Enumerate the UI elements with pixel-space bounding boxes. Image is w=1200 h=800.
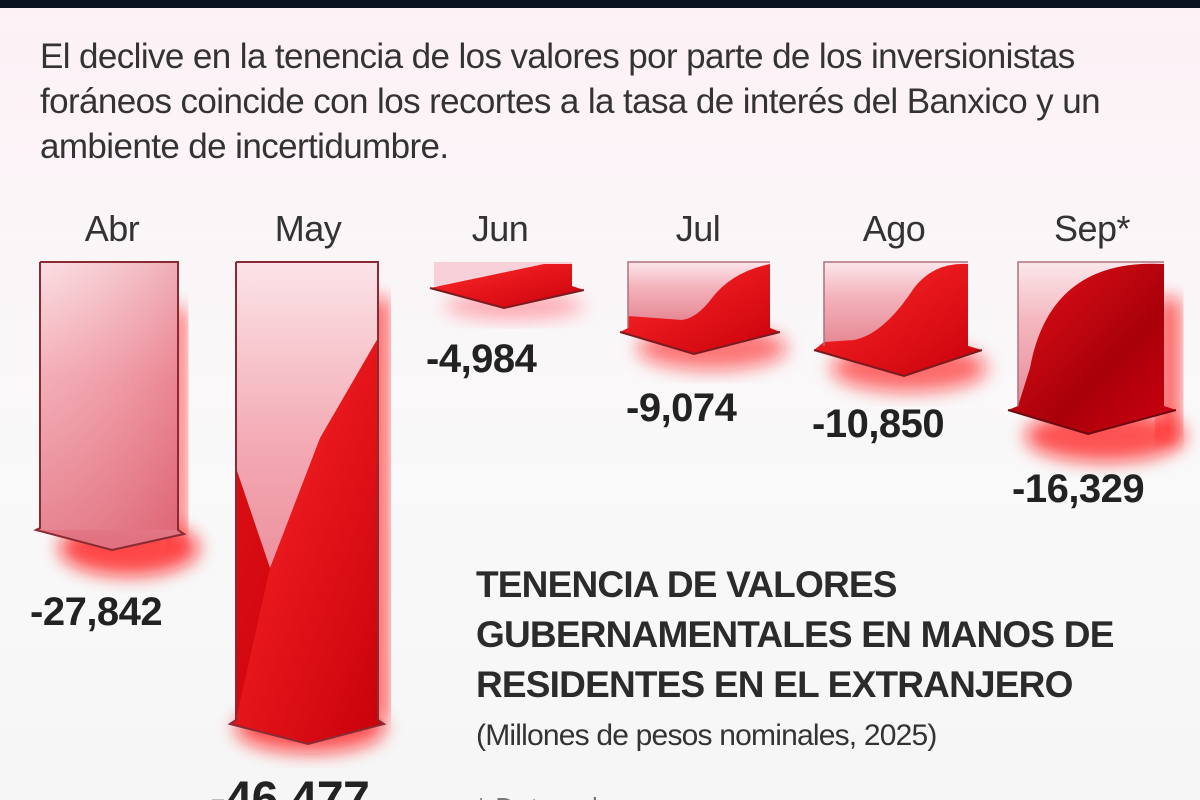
top-bar <box>0 0 1200 8</box>
month-label-sep: Sep* <box>1053 208 1131 249</box>
source-note: * Datos al... <box>476 792 623 800</box>
arrow-sep <box>1007 258 1190 468</box>
chart-subtitle: (Millones de pesos nominales, 2025) <box>476 719 937 752</box>
month-label-abr: Abr <box>84 208 140 249</box>
value-label-sep: -16,329 <box>1012 467 1145 511</box>
arrow-jun <box>424 258 594 328</box>
month-label-jul: Jul <box>675 208 721 249</box>
month-label-ago: Ago <box>862 208 926 249</box>
arrow-abr <box>33 258 199 578</box>
month-label-jun: Jun <box>471 208 529 249</box>
chart-title-block: Tenencia de valores gubernamentales en m… <box>476 560 1176 756</box>
arrow-ago <box>813 258 989 398</box>
arrow-jul <box>619 258 792 378</box>
value-label-ago: -10,850 <box>812 402 945 446</box>
value-label-abr: -27,842 <box>30 590 163 634</box>
intro-text: El declive en la tenencia de los valores… <box>40 37 1101 166</box>
value-label-jul: -9,074 <box>626 386 737 430</box>
chart-title: Tenencia de valores gubernamentales en m… <box>476 564 1114 705</box>
arrow-may <box>227 258 400 758</box>
value-label-jun: -4,984 <box>426 337 537 381</box>
month-label-may: May <box>274 208 342 249</box>
value-label-may: -46,477 <box>210 773 370 800</box>
